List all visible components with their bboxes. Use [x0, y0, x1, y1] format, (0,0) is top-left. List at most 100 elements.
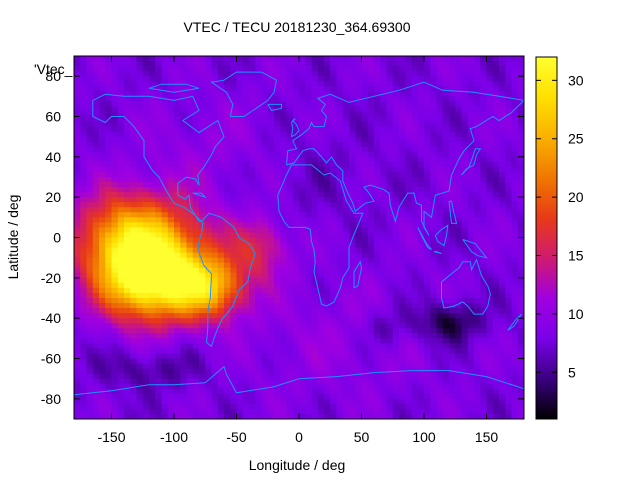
- heatmap-cell: [180, 378, 188, 385]
- heatmap-cell: [255, 247, 263, 254]
- heatmap-cell: [149, 388, 156, 395]
- heatmap-cell: [411, 343, 419, 350]
- heatmap-cell: [455, 277, 463, 284]
- heatmap-cell: [230, 298, 238, 304]
- heatmap-cell: [230, 398, 238, 405]
- heatmap-cell: [311, 156, 319, 163]
- heatmap-cell: [211, 393, 219, 400]
- heatmap-cell: [424, 303, 431, 309]
- heatmap-cell: [211, 262, 219, 269]
- heatmap-cell: [455, 116, 463, 123]
- heatmap-cell: [74, 313, 81, 319]
- heatmap-cell: [136, 126, 144, 133]
- heatmap-cell: [367, 156, 375, 163]
- heatmap-cell: [80, 348, 88, 355]
- heatmap-cell: [267, 333, 275, 339]
- heatmap-cell: [286, 287, 294, 294]
- heatmap-cell: [136, 177, 144, 183]
- heatmap-cell: [186, 192, 194, 198]
- heatmap-cell: [455, 146, 463, 153]
- heatmap-cell: [117, 237, 125, 244]
- heatmap-cell: [255, 61, 263, 67]
- heatmap-cell: [130, 187, 138, 193]
- heatmap-cell: [92, 242, 100, 249]
- heatmap-cell: [286, 388, 294, 395]
- heatmap-cell: [249, 81, 256, 87]
- heatmap-cell: [467, 101, 475, 108]
- heatmap-cell: [155, 106, 163, 113]
- heatmap-cell: [105, 318, 113, 324]
- heatmap-cell: [449, 111, 456, 118]
- heatmap-cell: [199, 277, 206, 284]
- heatmap-cell: [155, 131, 163, 138]
- heatmap-cell: [480, 308, 488, 314]
- heatmap-cell: [124, 96, 131, 102]
- heatmap-cell: [430, 313, 438, 319]
- heatmap-cell: [211, 146, 219, 153]
- heatmap-cell: [80, 141, 88, 148]
- heatmap-cell: [311, 121, 319, 128]
- heatmap-cell: [349, 363, 356, 370]
- heatmap-cell: [136, 267, 144, 274]
- heatmap-cell: [361, 298, 369, 304]
- heatmap-cell: [511, 131, 519, 138]
- heatmap-cell: [292, 393, 300, 400]
- heatmap-cell: [167, 207, 175, 213]
- heatmap-cell: [249, 156, 256, 163]
- heatmap-cell: [117, 333, 125, 339]
- heatmap-cell: [86, 76, 94, 82]
- heatmap-cell: [92, 126, 100, 133]
- heatmap-cell: [211, 66, 219, 72]
- heatmap-cell: [249, 106, 256, 113]
- heatmap-cell: [499, 192, 506, 198]
- heatmap-cell: [392, 136, 400, 143]
- heatmap-cell: [442, 177, 450, 183]
- heatmap-cell: [336, 91, 344, 97]
- heatmap-cell: [386, 96, 394, 102]
- heatmap-cell: [405, 373, 413, 380]
- heatmap-cell: [80, 328, 88, 334]
- heatmap-cell: [455, 272, 463, 279]
- heatmap-cell: [186, 61, 194, 67]
- heatmap-cell: [117, 292, 125, 299]
- heatmap-cell: [149, 56, 156, 62]
- heatmap-cell: [374, 277, 381, 284]
- heatmap-cell: [505, 131, 513, 138]
- heatmap-cell: [399, 121, 406, 128]
- heatmap-cell: [449, 338, 456, 344]
- heatmap-cell: [192, 187, 200, 193]
- heatmap-cell: [74, 187, 81, 193]
- heatmap-cell: [336, 227, 344, 234]
- heatmap-cell: [205, 368, 213, 375]
- heatmap-cell: [305, 96, 313, 102]
- heatmap-cell: [505, 227, 513, 234]
- heatmap-cell: [142, 182, 150, 188]
- heatmap-cell: [205, 131, 213, 138]
- heatmap-cell: [136, 141, 144, 148]
- heatmap-cell: [355, 106, 363, 113]
- heatmap-cell: [355, 171, 363, 178]
- heatmap-cell: [424, 182, 431, 188]
- heatmap-cell: [286, 298, 294, 304]
- heatmap-cell: [380, 217, 388, 223]
- heatmap-cell: [342, 81, 350, 87]
- heatmap-cell: [499, 166, 506, 173]
- heatmap-cell: [286, 323, 294, 329]
- heatmap-cell: [124, 146, 131, 153]
- heatmap-cell: [467, 292, 475, 299]
- heatmap-cell: [261, 222, 269, 229]
- heatmap-cell: [199, 363, 206, 370]
- heatmap-cell: [292, 91, 300, 97]
- heatmap-cell: [217, 272, 225, 279]
- heatmap-cell: [280, 272, 288, 279]
- heatmap-cell: [380, 166, 388, 173]
- heatmap-cell: [374, 197, 381, 203]
- heatmap-cell: [136, 363, 144, 370]
- heatmap-cell: [136, 116, 144, 123]
- heatmap-cell: [386, 318, 394, 324]
- heatmap-cell: [374, 86, 381, 92]
- heatmap-cell: [461, 166, 469, 173]
- heatmap-cell: [111, 156, 119, 163]
- heatmap-cell: [136, 197, 144, 203]
- heatmap-cell: [249, 207, 256, 213]
